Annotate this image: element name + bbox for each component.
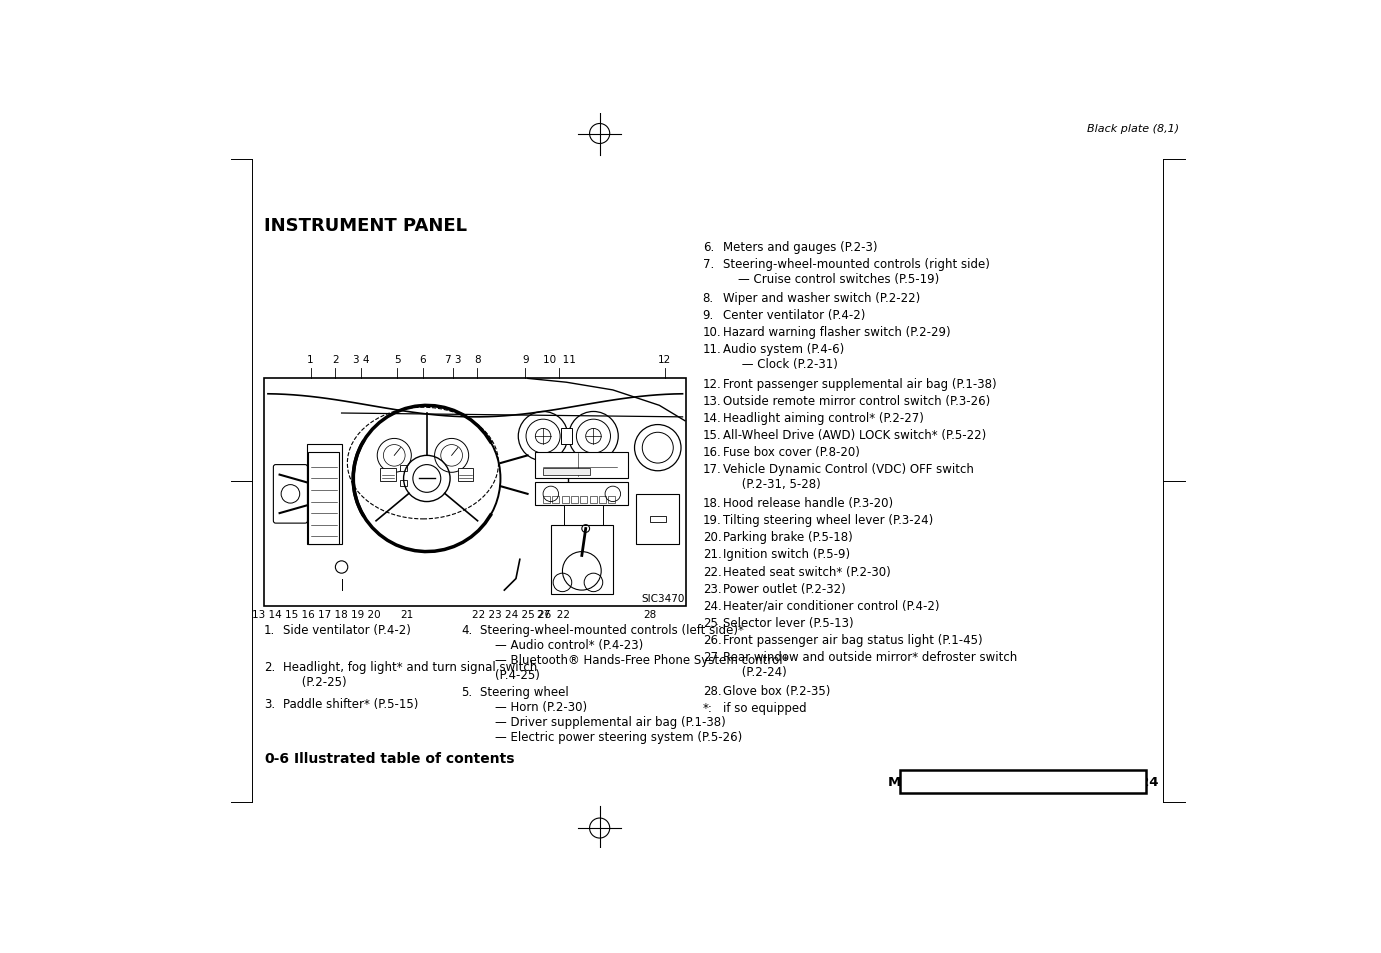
Text: 10  11: 10 11 xyxy=(543,355,576,365)
Bar xyxy=(570,497,579,503)
Text: Front passenger supplemental air bag (P.1-38): Front passenger supplemental air bag (P.… xyxy=(722,377,997,390)
Text: Power outlet (P.2-32): Power outlet (P.2-32) xyxy=(722,582,845,595)
Text: Glove box (P.2-35): Glove box (P.2-35) xyxy=(722,684,830,698)
Bar xyxy=(543,497,550,503)
Text: 6.: 6. xyxy=(703,240,714,253)
Text: Rear window and outside mirror* defroster switch
     (P.2-24): Rear window and outside mirror* defroste… xyxy=(722,650,1018,679)
Text: Headlight, fog light* and turn signal switch
     (P.2-25): Headlight, fog light* and turn signal sw… xyxy=(283,660,537,688)
Text: 6: 6 xyxy=(420,355,427,365)
Text: Outside remote mirror control switch (P.3-26): Outside remote mirror control switch (P.… xyxy=(722,395,990,407)
Text: 7.: 7. xyxy=(703,257,714,271)
Bar xyxy=(536,483,628,506)
Text: 3.: 3. xyxy=(264,698,275,710)
Text: 22.: 22. xyxy=(703,565,721,578)
Text: 8: 8 xyxy=(474,355,481,365)
Text: INSTRUMENT PANEL: INSTRUMENT PANEL xyxy=(264,216,467,234)
Text: 20.: 20. xyxy=(703,531,721,544)
Text: Audio system (P.4-6)
     — Clock (P.2-31): Audio system (P.4-6) — Clock (P.2-31) xyxy=(722,343,844,371)
Text: 17.: 17. xyxy=(703,462,721,476)
Text: 27.: 27. xyxy=(703,650,721,663)
Text: 19.: 19. xyxy=(703,514,721,527)
Text: Black plate (8,1): Black plate (8,1) xyxy=(1087,124,1179,134)
Text: 27  22: 27 22 xyxy=(537,610,570,619)
Bar xyxy=(264,379,686,606)
Text: Selector lever (P.5-13): Selector lever (P.5-13) xyxy=(722,617,853,629)
Bar xyxy=(308,452,340,544)
Text: 21.: 21. xyxy=(703,548,721,561)
Text: Headlight aiming control* (P.2-27): Headlight aiming control* (P.2-27) xyxy=(722,412,924,424)
Text: Side ventilator (P.4-2): Side ventilator (P.4-2) xyxy=(283,623,410,637)
Bar xyxy=(543,469,590,476)
Text: Wiper and washer switch (P.2-22): Wiper and washer switch (P.2-22) xyxy=(722,292,920,305)
Text: 26.: 26. xyxy=(703,633,721,646)
Text: Front passenger air bag status light (P.1-45): Front passenger air bag status light (P.… xyxy=(722,633,982,646)
Text: 16.: 16. xyxy=(703,445,721,458)
Text: 28: 28 xyxy=(644,610,656,619)
Text: 5: 5 xyxy=(394,355,400,365)
Bar xyxy=(563,506,602,544)
Bar xyxy=(552,497,559,503)
Text: Heated seat switch* (P.2-30): Heated seat switch* (P.2-30) xyxy=(722,565,891,578)
Text: 28.: 28. xyxy=(703,684,721,698)
Text: Steering-wheel-mounted controls (left side)*
    — Audio control* (P.4-23)
    —: Steering-wheel-mounted controls (left si… xyxy=(479,623,789,681)
Bar xyxy=(562,497,569,503)
Bar xyxy=(599,497,606,503)
Text: 14.: 14. xyxy=(703,412,721,424)
Text: SIC3470: SIC3470 xyxy=(642,594,685,603)
Text: 9: 9 xyxy=(522,355,529,365)
Text: 23.: 23. xyxy=(703,582,721,595)
Text: Steering-wheel-mounted controls (right side)
    — Cruise control switches (P.5-: Steering-wheel-mounted controls (right s… xyxy=(722,257,990,286)
Text: 18.: 18. xyxy=(703,497,721,510)
Text: 15.: 15. xyxy=(703,428,721,441)
Bar xyxy=(551,525,613,595)
Bar xyxy=(265,380,685,604)
Text: 8.: 8. xyxy=(703,292,714,305)
Text: 24.: 24. xyxy=(703,599,721,612)
Text: 25.: 25. xyxy=(703,617,721,629)
Text: 13.: 13. xyxy=(703,395,721,407)
Text: 1: 1 xyxy=(307,355,313,365)
Text: Fuse box cover (P.8-20): Fuse box cover (P.8-20) xyxy=(722,445,860,458)
Bar xyxy=(380,469,396,481)
Bar xyxy=(307,444,341,544)
Text: 22 23 24 25 26: 22 23 24 25 26 xyxy=(472,610,551,619)
Bar xyxy=(650,517,666,523)
Bar xyxy=(608,497,615,503)
Bar xyxy=(580,497,587,503)
Text: Vehicle Dynamic Control (VDC) OFF switch
     (P.2-31, 5-28): Vehicle Dynamic Control (VDC) OFF switch… xyxy=(722,462,974,491)
Bar xyxy=(536,452,628,479)
Text: Steering wheel
    — Horn (P.2-30)
    — Driver supplemental air bag (P.1-38)
  : Steering wheel — Horn (P.2-30) — Driver … xyxy=(479,685,742,743)
Text: 10.: 10. xyxy=(703,326,721,339)
Text: Model "S35-D"  EDITED:  2008/ 7/ 24: Model "S35-D" EDITED: 2008/ 7/ 24 xyxy=(888,775,1159,788)
Text: Meters and gauges (P.2-3): Meters and gauges (P.2-3) xyxy=(722,240,877,253)
Text: *:: *: xyxy=(703,701,713,715)
Text: if so equipped: if so equipped xyxy=(722,701,807,715)
Text: Heater/air conditioner control (P.4-2): Heater/air conditioner control (P.4-2) xyxy=(722,599,939,612)
Text: Parking brake (P.5-18): Parking brake (P.5-18) xyxy=(722,531,852,544)
Text: 9.: 9. xyxy=(703,309,714,322)
Text: Paddle shifter* (P.5-15): Paddle shifter* (P.5-15) xyxy=(283,698,418,710)
Bar xyxy=(458,469,474,481)
Text: 13 14 15 16 17 18 19 20: 13 14 15 16 17 18 19 20 xyxy=(251,610,380,619)
Text: 11.: 11. xyxy=(703,343,721,356)
Text: Illustrated table of contents: Illustrated table of contents xyxy=(294,751,514,765)
Text: 7 3: 7 3 xyxy=(445,355,461,365)
Text: Ignition switch (P.5-9): Ignition switch (P.5-9) xyxy=(722,548,849,561)
Text: Tilting steering wheel lever (P.3-24): Tilting steering wheel lever (P.3-24) xyxy=(722,514,934,527)
Bar xyxy=(561,429,572,444)
Text: 5.: 5. xyxy=(461,685,472,699)
Text: 3 4: 3 4 xyxy=(352,355,369,365)
Text: All-Wheel Drive (AWD) LOCK switch* (P.5-22): All-Wheel Drive (AWD) LOCK switch* (P.5-… xyxy=(722,428,986,441)
Text: Hazard warning flasher switch (P.2-29): Hazard warning flasher switch (P.2-29) xyxy=(722,326,950,339)
Bar xyxy=(590,497,597,503)
Text: 12: 12 xyxy=(659,355,671,365)
Bar xyxy=(399,480,407,487)
Bar xyxy=(637,495,678,544)
Text: 4.: 4. xyxy=(461,623,472,637)
Bar xyxy=(399,465,407,472)
Text: 12.: 12. xyxy=(703,377,721,390)
Text: 1.: 1. xyxy=(264,623,275,637)
Text: 2.: 2. xyxy=(264,660,275,674)
Text: 21: 21 xyxy=(400,610,413,619)
Bar xyxy=(899,770,1146,793)
